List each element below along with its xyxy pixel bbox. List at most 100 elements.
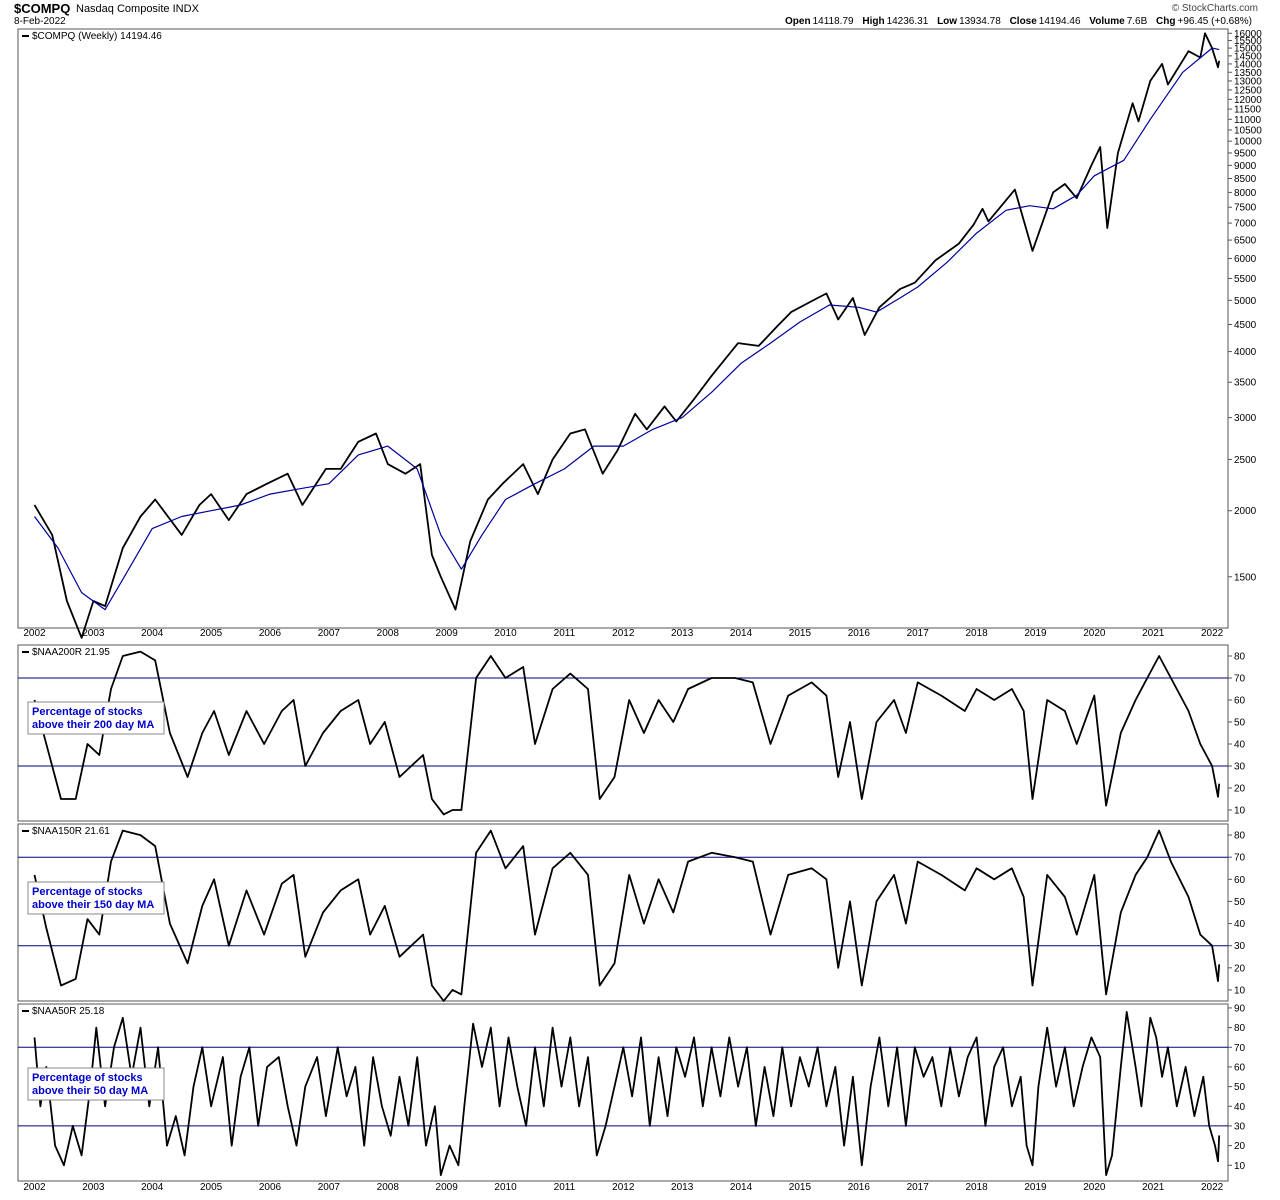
- y-tick-label: 11500: [1234, 105, 1262, 116]
- x-tick-label: 2016: [848, 1182, 871, 1193]
- y-tick-label: 10: [1234, 1161, 1246, 1172]
- y-tick-label: 7000: [1234, 219, 1257, 230]
- y-tick-label: 2500: [1234, 455, 1257, 466]
- x-tick-label: 2011: [554, 628, 576, 639]
- y-tick-label: 12000: [1234, 95, 1262, 106]
- y-tick-label: 8000: [1234, 188, 1257, 199]
- x-tick-label: 2002: [23, 1182, 46, 1193]
- ohlc-open-value: 14118.79: [812, 16, 854, 27]
- y-tick-label: 80: [1234, 1023, 1246, 1034]
- y-tick-label: 15500: [1234, 36, 1262, 47]
- ohlc-volume-value: 7.6B: [1126, 16, 1148, 27]
- y-tick-label: 9000: [1234, 161, 1257, 172]
- x-tick-label: 2012: [612, 1182, 635, 1193]
- y-tick-label: 80: [1234, 652, 1246, 663]
- x-tick-label: 2016: [848, 628, 871, 639]
- chart-ticker: $COMPQ: [14, 1, 71, 16]
- x-tick-label: 2022: [1201, 1182, 1224, 1193]
- y-tick-label: 40: [1234, 919, 1246, 930]
- y-tick-label: 30: [1234, 941, 1246, 952]
- x-tick-label: 2009: [436, 1182, 459, 1193]
- annotation-text: Percentage of stocks: [32, 1072, 143, 1084]
- moving-average-line: [34, 47, 1220, 611]
- y-tick-label: 13000: [1234, 76, 1262, 87]
- y-tick-label: 5000: [1234, 296, 1257, 307]
- x-tick-label: 2022: [1201, 628, 1224, 639]
- x-tick-label: 2012: [612, 628, 635, 639]
- annotation-text: above their 200 day MA: [32, 719, 154, 731]
- y-tick-label: 50: [1234, 897, 1246, 908]
- panel-frame: [17, 644, 1229, 822]
- annotation-background: [27, 701, 165, 735]
- brand-watermark: © StockCharts.com: [1171, 3, 1258, 14]
- ohlc-high-value: 14236.31: [886, 16, 929, 27]
- y-tick-label: 7500: [1234, 203, 1257, 214]
- y-tick-label: 13500: [1234, 68, 1262, 79]
- x-tick-label: 2015: [789, 628, 812, 639]
- x-tick-label: 2007: [318, 1182, 341, 1193]
- x-tick-label: 2014: [730, 1182, 753, 1193]
- annotation-background: [27, 1067, 165, 1101]
- y-tick-label: 70: [1234, 674, 1246, 685]
- series-line: [33, 650, 1221, 816]
- x-tick-label: 2011: [554, 1182, 576, 1193]
- y-tick-label: 6000: [1234, 254, 1257, 265]
- y-tick-label: 12500: [1234, 85, 1262, 96]
- annotation-background: [27, 881, 165, 915]
- y-tick-label: 15000: [1234, 44, 1262, 55]
- panel-title: $NAA150R 21.61: [32, 826, 110, 837]
- x-tick-label: 2020: [1083, 1182, 1106, 1193]
- y-tick-label: 4000: [1234, 347, 1257, 358]
- y-tick-label: 8500: [1234, 174, 1257, 185]
- x-tick-label: 2020: [1083, 628, 1106, 639]
- y-tick-label: 30: [1234, 1121, 1246, 1132]
- x-tick-label: 2013: [671, 1182, 694, 1193]
- ohlc-high-label: High: [862, 16, 885, 27]
- exchange-code: INDX: [172, 3, 199, 15]
- x-tick-label: 2017: [907, 628, 930, 639]
- x-tick-label: 2021: [1142, 1182, 1165, 1193]
- ohlc-close-label: Close: [1009, 16, 1037, 27]
- y-tick-label: 90: [1234, 1003, 1246, 1014]
- annotation-text: Percentage of stocks: [32, 706, 143, 718]
- y-tick-label: 6500: [1234, 236, 1257, 247]
- panel-frame: [17, 1003, 1229, 1182]
- y-tick-label: 14000: [1234, 59, 1262, 70]
- x-tick-label: 2008: [377, 1182, 400, 1193]
- series-line: [33, 32, 1221, 639]
- x-tick-label: 2004: [141, 1182, 164, 1193]
- y-tick-label: 1500: [1234, 572, 1257, 583]
- x-tick-label: 2007: [318, 628, 341, 639]
- panel-title: $COMPQ (Weekly) 14194.46: [32, 31, 162, 42]
- x-tick-label: 2008: [377, 628, 400, 639]
- y-tick-label: 2000: [1234, 506, 1257, 517]
- x-tick-label: 2010: [494, 628, 517, 639]
- x-tick-label: 2019: [1024, 628, 1047, 639]
- y-tick-label: 10: [1234, 806, 1246, 817]
- ohlc-close-value: 14194.46: [1038, 16, 1081, 27]
- ohlc-chg-value: +96.45 (+0.68%): [1177, 16, 1253, 27]
- y-tick-label: 40: [1234, 740, 1246, 751]
- y-tick-label: 60: [1234, 696, 1246, 707]
- y-tick-label: 30: [1234, 762, 1246, 773]
- chart-date: 8-Feb-2022: [14, 16, 66, 27]
- ohlc-low-label: Low: [937, 16, 958, 27]
- x-tick-label: 2013: [671, 628, 694, 639]
- y-tick-label: 10000: [1234, 137, 1262, 148]
- ohlc-low-value: 13934.78: [959, 16, 1001, 27]
- x-tick-label: 2015: [789, 1182, 812, 1193]
- y-tick-label: 10500: [1234, 125, 1262, 136]
- y-tick-label: 10: [1234, 985, 1246, 996]
- y-tick-label: 11000: [1234, 115, 1262, 126]
- series-line: [33, 1011, 1221, 1176]
- y-tick-label: 16000: [1234, 29, 1262, 40]
- chart-name: Nasdaq Composite INDX: [76, 3, 199, 15]
- y-tick-label: 60: [1234, 1062, 1246, 1073]
- x-tick-label: 2017: [907, 1182, 930, 1193]
- y-tick-label: 14500: [1234, 51, 1262, 62]
- y-tick-label: 3500: [1234, 378, 1257, 389]
